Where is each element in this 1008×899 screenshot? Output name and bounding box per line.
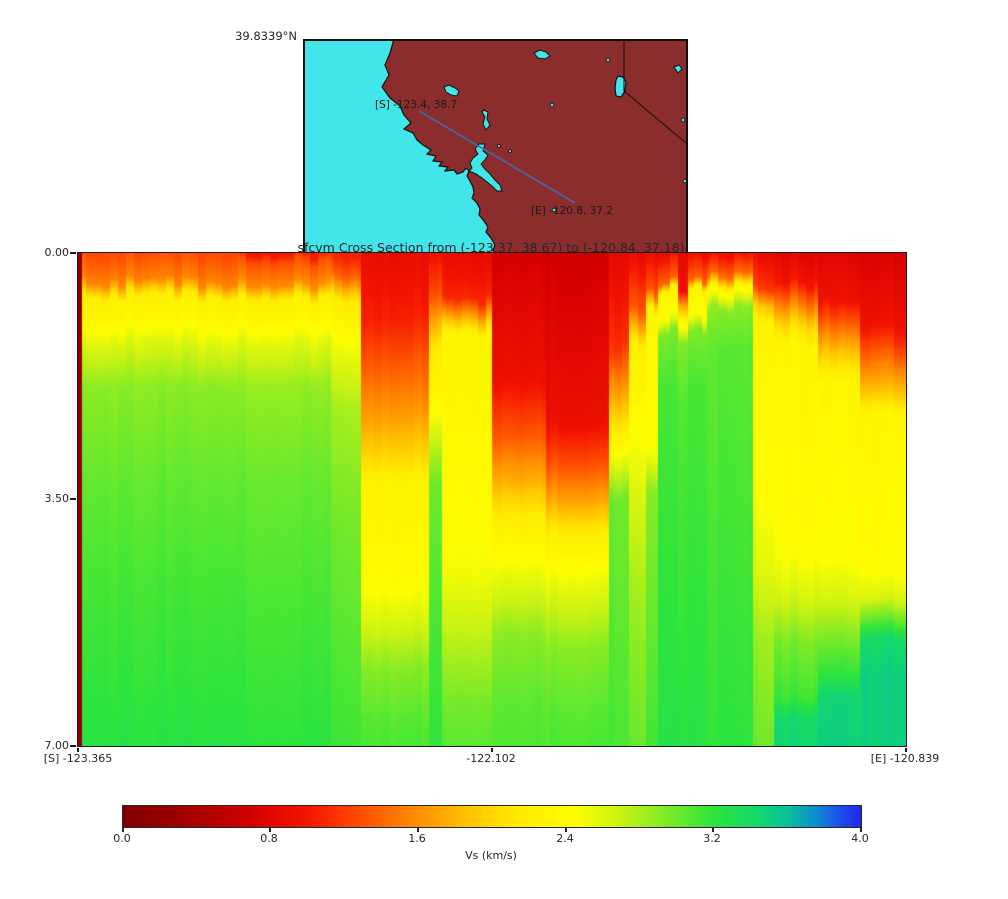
small-lake-dot xyxy=(508,149,512,153)
x-tick-label-start: [S] -123.365 xyxy=(43,752,113,765)
section-start-label: [S] -123.4, 38.7 xyxy=(375,99,457,111)
colorbar xyxy=(122,805,862,828)
y-tick xyxy=(70,498,76,500)
cross-section-line xyxy=(418,110,576,204)
colorbar-tick xyxy=(860,828,862,832)
lake-berryessa xyxy=(481,109,491,131)
x-tick xyxy=(905,748,907,752)
small-lake-dot xyxy=(551,207,557,213)
x-tick xyxy=(77,748,79,752)
pyramid-lake xyxy=(673,64,683,74)
colorbar-tick xyxy=(712,828,714,832)
inset-map: [S] -123.4, 38.7 [E] -120.8, 37.2 xyxy=(303,39,688,257)
colorbar-tick-label-4: 3.2 xyxy=(703,832,721,845)
x-tick xyxy=(491,748,493,752)
y-tick-label-1: 3.50 xyxy=(44,492,70,505)
chart-title: sfcvm Cross Section from (-123.37, 38.67… xyxy=(297,240,685,255)
small-lake-dot xyxy=(682,178,686,184)
x-tick-label-mid: -122.102 xyxy=(466,752,516,765)
y-tick xyxy=(70,745,76,747)
small-lake-dot xyxy=(680,117,686,123)
small-lake-dot xyxy=(605,57,611,63)
colorbar-tick-label-1: 0.8 xyxy=(260,832,278,845)
colorbar-tick xyxy=(565,828,567,832)
colorbar-tick-label-5: 4.0 xyxy=(851,832,869,845)
inset-map-svg: [S] -123.4, 38.7 [E] -120.8, 37.2 xyxy=(305,41,686,255)
section-end-label: [E] -120.8, 37.2 xyxy=(531,205,613,217)
cross-section-heatmap xyxy=(78,253,906,746)
y-tick-label-0: 0.00 xyxy=(44,246,70,259)
colorbar-tick-label-0: 0.0 xyxy=(113,832,131,845)
colorbar-axis-label: Vs (km/s) xyxy=(465,849,517,862)
map-latitude-label: 39.8339°N xyxy=(235,29,297,43)
x-tick-label-end: [E] -120.839 xyxy=(870,752,940,765)
colorbar-tick-label-2: 1.6 xyxy=(408,832,426,845)
small-lake-dot xyxy=(549,102,555,108)
colorbar-tick xyxy=(269,828,271,832)
small-lake-dot xyxy=(497,144,501,148)
colorbar-tick xyxy=(417,828,419,832)
san-francisco-bay xyxy=(468,143,503,192)
colorbar-tick xyxy=(122,828,124,832)
state-border-line xyxy=(623,41,686,144)
colorbar-tick-label-3: 2.4 xyxy=(556,832,574,845)
clear-lake xyxy=(443,84,460,97)
y-tick-label-2: 7.00 xyxy=(44,739,70,752)
y-tick xyxy=(70,252,76,254)
northern-lake xyxy=(533,49,551,60)
cross-section-plot xyxy=(77,252,907,747)
